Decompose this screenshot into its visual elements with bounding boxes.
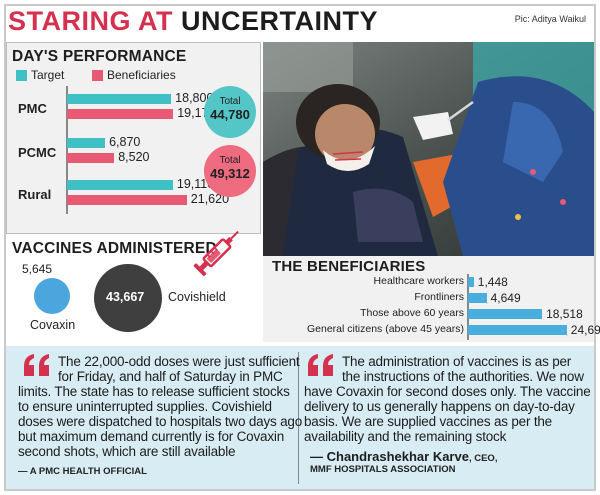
headline-part1: STARING AT: [8, 6, 173, 36]
quote-1-line-1: The 22,000-odd doses were just sufficien…: [58, 354, 300, 369]
vaccines-title: VACCINES ADMINISTERED: [12, 240, 217, 257]
performance-axis: [66, 86, 68, 214]
performance-bar: [67, 94, 172, 104]
quote-1-line-2: for Friday, and half of Saturday in PMC: [58, 369, 283, 384]
legend-target-swatch: [16, 70, 27, 81]
beneficiaries-value-label: 4,649: [490, 291, 521, 305]
beneficiaries-category-label: Healthcare workers: [373, 275, 464, 287]
legend-beneficiaries-label: Beneficiaries: [107, 68, 176, 82]
quote-2-line-4: delivery to us generally happens on day-…: [304, 399, 575, 414]
total-pmc-circle: Total 44,780: [204, 86, 256, 138]
beneficiaries-bar: [468, 293, 487, 303]
beneficiaries-value-label: 24,697: [570, 323, 600, 337]
beneficiaries-title: THE BENEFICIARIES: [272, 258, 426, 275]
quote-2-line-6: availability and the remaining stock: [304, 429, 507, 444]
quote-1-line-3: limits. The state has to release suffici…: [18, 384, 290, 399]
beneficiaries-axis: [467, 274, 469, 340]
total-red-value: 49,312: [210, 166, 250, 181]
quote-2-line-3: have Covaxin for second doses only. The …: [304, 384, 591, 399]
quote-mark-icon: [24, 354, 49, 376]
total-pmc-value: 44,780: [210, 107, 250, 122]
quote-2-line-5: basis. We are supplied vaccines as per t…: [304, 414, 552, 429]
quote-2-attribution: — Chandrashekhar Karve, CEO,: [310, 448, 497, 466]
performance-category-label: Rural: [18, 187, 52, 202]
performance-bar: [67, 195, 187, 205]
beneficiaries-value-label: 1,448: [477, 275, 508, 289]
covaxin-label: Covaxin: [30, 318, 76, 332]
beneficiaries-bar: [468, 277, 474, 287]
performance-bar: [67, 109, 174, 119]
performance-value-label: 8,520: [118, 150, 150, 164]
performance-value-label: 21,620: [190, 192, 230, 206]
total-red-label: Total: [219, 155, 241, 166]
performance-bar: [67, 138, 106, 148]
quote-1-line-6: but maximum demand currently is for Cova…: [18, 429, 285, 444]
quote-2-line-2: the instructions of the authorities. We …: [342, 369, 584, 384]
quote-2-line-1: The administration of vaccines is as per: [342, 354, 572, 369]
quote-2-attribution-name: — Chandrashekhar Karve: [310, 449, 469, 464]
headline: STARING AT UNCERTAINTY: [8, 6, 378, 36]
quote-1-line-5: doses were dispatched to hospitals two d…: [18, 414, 303, 429]
legend-beneficiaries-swatch: [92, 70, 103, 81]
quote-1-line-4: to ensure uninterrupted supplies. Covish…: [18, 399, 272, 414]
quotes-panel: [6, 346, 594, 489]
photo-credit: Pic: Aditya Waikul: [514, 14, 586, 24]
beneficiaries-category-label: General citizens (above 45 years): [307, 323, 464, 335]
performance-bar: [67, 180, 173, 190]
syringe-icon: [193, 230, 239, 277]
headline-part2: UNCERTAINTY: [181, 6, 378, 36]
quote-1-attribution: — A PMC HEALTH OFFICIAL: [18, 466, 147, 477]
total-pcmc-rural-circle: Total 49,312: [204, 145, 256, 197]
covaxin-value: 5,645: [22, 262, 53, 276]
performance-value-label: 6,870: [109, 135, 141, 149]
quotes-divider: [298, 352, 299, 484]
covishield-circle: [94, 264, 162, 332]
quote-mark-icon: [308, 354, 333, 376]
performance-bar: [67, 153, 115, 163]
vaccination-photo: [263, 42, 594, 256]
legend-target-label: Target: [31, 68, 65, 82]
quote-2-attribution-org: MMF HOSPITALS ASSOCIATION: [310, 464, 456, 475]
quote-1-line-7: second shots, which are still available: [18, 444, 236, 459]
beneficiaries-category-label: Frontliners: [414, 291, 464, 303]
covishield-label: Covishield: [168, 290, 226, 304]
performance-title: DAY'S PERFORMANCE: [12, 48, 187, 65]
beneficiaries-category-label: Those above 60 years: [360, 307, 464, 319]
covaxin-circle: [34, 278, 70, 314]
beneficiaries-bar: [468, 309, 543, 319]
performance-category-label: PMC: [18, 101, 47, 116]
performance-category-label: PCMC: [18, 145, 57, 160]
quote-2-attribution-role: , CEO,: [468, 453, 498, 464]
performance-value-label: 18,800: [175, 91, 214, 105]
beneficiaries-value-label: 18,518: [546, 307, 583, 321]
covishield-value: 43,667: [106, 290, 145, 304]
beneficiaries-bar: [468, 325, 567, 335]
total-pmc-label: Total: [219, 96, 241, 107]
